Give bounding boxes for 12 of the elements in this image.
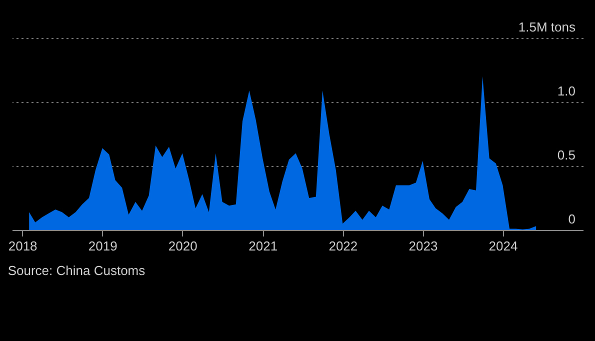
x-tick-label: 2022 xyxy=(328,238,358,254)
x-tick-label: 2018 xyxy=(8,238,38,254)
x-tick-label: 2019 xyxy=(88,238,118,254)
y-tick-label: 0 xyxy=(568,212,576,226)
x-tick-label: 2023 xyxy=(408,238,438,254)
y-tick-label: 1.5M tons xyxy=(518,20,576,34)
x-tick-label: 2020 xyxy=(168,238,198,254)
y-tick-label: 1.0 xyxy=(557,84,576,98)
source-note: Source: China Customs xyxy=(8,263,146,278)
x-tick-label: 2024 xyxy=(488,238,518,254)
x-tick-label: 2021 xyxy=(248,238,278,254)
y-tick-label: 0.5 xyxy=(557,148,576,162)
